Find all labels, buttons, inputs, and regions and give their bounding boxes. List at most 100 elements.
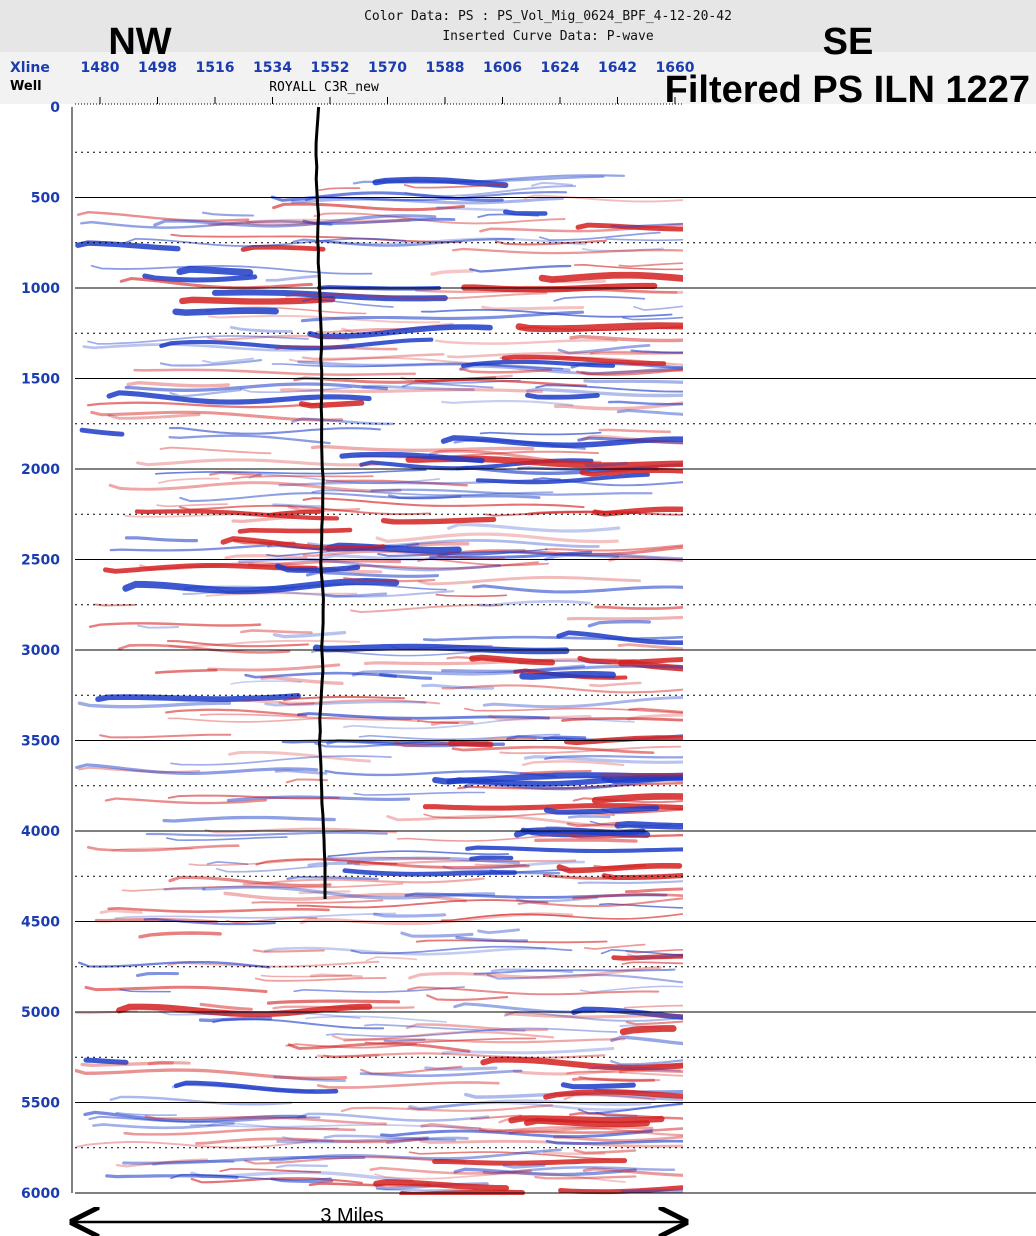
- reflector: [285, 292, 548, 300]
- reflector: [626, 953, 683, 959]
- reflector: [313, 212, 566, 225]
- reflector: [137, 624, 180, 629]
- reflector: [461, 359, 616, 368]
- reflector: [369, 1166, 533, 1175]
- reflector: [183, 585, 296, 591]
- reflector: [372, 176, 509, 189]
- reflector: [534, 838, 638, 843]
- reflector: [469, 264, 572, 273]
- reflector: [136, 458, 380, 467]
- reflector: [325, 1027, 618, 1038]
- reflector: [441, 1047, 615, 1055]
- reflector: [315, 327, 409, 334]
- reflector: [278, 699, 441, 706]
- reflector: [470, 1114, 522, 1120]
- xline-tick-label: 1570: [368, 60, 407, 76]
- color-data: Color Data: PS : PS_Vol_Mig_0624_BPF_4-1…: [364, 9, 732, 24]
- reflector: [408, 1099, 652, 1110]
- reflector: [446, 774, 683, 787]
- xline-tick-label: 1534: [253, 60, 292, 76]
- reflector: [630, 349, 683, 354]
- reflector: [577, 1102, 683, 1115]
- reflector: [188, 856, 451, 866]
- time-tick-label: 500: [31, 191, 60, 207]
- reflector: [453, 439, 586, 450]
- reflector: [106, 390, 372, 405]
- reflector: [121, 882, 404, 892]
- reflector: [522, 760, 625, 767]
- reflector: [618, 660, 683, 672]
- reflector: [542, 1151, 606, 1156]
- reflector: [76, 210, 250, 222]
- reflector: [469, 654, 556, 666]
- reflector: [372, 175, 605, 183]
- reflector: [272, 1005, 415, 1010]
- reflector: [442, 860, 585, 871]
- reflector: [327, 850, 510, 858]
- reflector: [211, 289, 448, 302]
- reflector: [80, 1061, 174, 1067]
- reflector: [172, 307, 279, 316]
- reflector: [275, 345, 398, 351]
- reflector: [386, 814, 620, 828]
- reflector: [270, 1177, 334, 1184]
- reflector: [302, 217, 456, 225]
- time-tick-label: 2500: [21, 553, 60, 569]
- reflector: [451, 247, 683, 255]
- reflector: [287, 1042, 471, 1053]
- reflector: [224, 554, 308, 560]
- reflector: [265, 274, 319, 282]
- reflector: [241, 698, 315, 706]
- reflector: [363, 1023, 526, 1032]
- time-tick-label: 3000: [21, 643, 60, 659]
- reflector: [331, 1030, 555, 1041]
- reflector: [124, 237, 407, 247]
- reflector: [523, 755, 683, 764]
- reflector: [272, 630, 347, 639]
- reflector: [607, 400, 683, 406]
- reflector: [245, 220, 320, 226]
- reflector: [117, 643, 291, 654]
- reflector: [202, 357, 255, 365]
- reflector: [240, 386, 352, 394]
- reflector: [109, 1095, 293, 1106]
- reflector: [477, 213, 540, 218]
- reflector: [535, 384, 683, 393]
- reflector: [360, 1065, 463, 1075]
- reflector: [552, 278, 607, 284]
- reflector: [599, 772, 683, 776]
- reflector: [490, 968, 574, 974]
- xline-tick-label: 1642: [598, 60, 637, 76]
- reflector: [373, 1179, 510, 1192]
- reflector: [157, 477, 220, 484]
- reflector: [108, 481, 402, 493]
- reflector: [105, 1174, 239, 1179]
- reflector: [116, 1003, 373, 1018]
- reflector: [579, 468, 683, 477]
- reflector: [274, 563, 361, 573]
- reflector: [323, 1052, 606, 1059]
- reflector: [465, 845, 683, 854]
- time-tick-label: 5000: [21, 1005, 60, 1021]
- reflector: [633, 305, 683, 311]
- reflector: [435, 593, 508, 598]
- reflector: [473, 968, 676, 975]
- reflector: [375, 532, 619, 544]
- reflector: [286, 875, 379, 881]
- time-tick-label: 1000: [21, 281, 60, 297]
- reflector: [240, 244, 326, 252]
- reflector: [326, 856, 521, 865]
- xline-tick-label: 1552: [311, 60, 350, 76]
- reflector: [385, 1136, 469, 1145]
- reflector: [478, 599, 591, 607]
- reflector: [616, 409, 683, 416]
- reflector: [617, 643, 683, 651]
- time-tick-label: 4000: [21, 824, 60, 840]
- reflector: [480, 1056, 683, 1071]
- reflector: [608, 555, 683, 563]
- reflector: [230, 680, 302, 685]
- reflector: [75, 240, 181, 252]
- reflector: [292, 238, 515, 247]
- reflector: [252, 949, 325, 953]
- reflector: [209, 471, 262, 477]
